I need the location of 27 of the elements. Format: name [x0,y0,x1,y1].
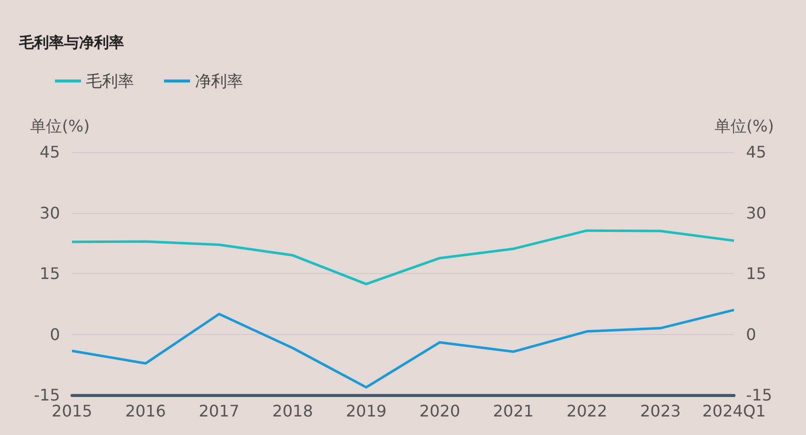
x-tick-label: 2016 [125,402,166,420]
y2-tick-label: 30 [746,203,766,222]
x-tick-label: 2018 [272,402,314,420]
x-tick-label: 2017 [198,402,240,420]
x-tick-label: 2020 [419,402,460,420]
y2-tick-label: -15 [746,386,772,404]
x-tick-label: 2015 [52,402,92,420]
chart-title: 毛利率与净利率 [18,34,124,52]
y-tick-label: 45 [40,142,60,162]
line-series [70,229,736,286]
x-tick-label: 2024Q1 [702,402,766,420]
y2-tick-label: 0 [746,324,756,344]
legend-label: 毛利率 [86,72,134,90]
y2-tick-label: 45 [746,142,766,162]
y-tick-label: 30 [40,203,60,222]
x-tick-label: 2021 [492,402,534,420]
y2-tick-label: 15 [746,264,766,283]
y-tick-label: 15 [40,264,60,283]
x-tick-label: 2019 [346,402,387,420]
y-tick-label: -15 [34,386,60,404]
y2-axis-title: 单位(%) [714,116,774,136]
x-tick-label: 2022 [566,402,608,420]
y-tick-label: 0 [50,324,60,344]
legend-label: 净利率 [195,72,243,90]
x-tick-label: 2023 [640,402,681,420]
line-series [70,308,736,389]
y-axis-title: 单位(%) [30,116,90,136]
